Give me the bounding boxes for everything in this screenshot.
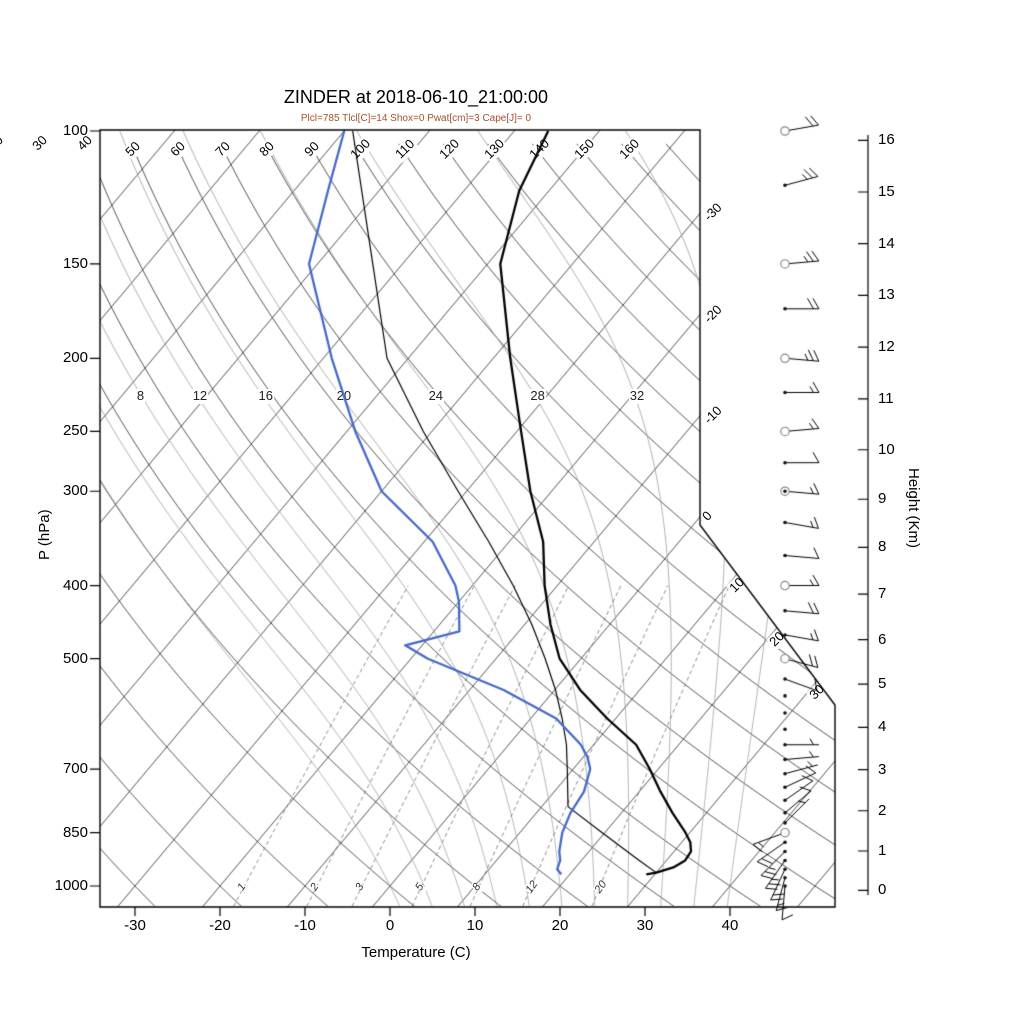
height-axis-title: Height (Km) [905,468,922,549]
height-tick-label: 14 [878,234,895,252]
height-tick-label: 6 [878,630,887,648]
pressure-tick-label: 850 [62,823,88,841]
temperature-tick-label: -30 [124,917,146,934]
temperature-axis-title: Temperature (C) [361,944,471,961]
chart-title: ZINDER at 2018-06-10_21:00:00 [283,87,549,107]
pressure-tick-label: 200 [62,349,88,367]
stability-indices: Plcl=785 Tlcl[C]=14 Shox=0 Pwat[cm]=3 Ca… [300,113,532,124]
pressure-tick-label: 300 [62,482,88,500]
pressure-tick-label: 250 [62,422,88,440]
pressure-axis-title: P (hPa) [36,509,53,560]
height-tick-label: 8 [878,538,887,556]
temperature-tick-label: 40 [721,917,739,934]
pressure-tick-label: 150 [62,254,88,272]
height-tick-label: 1 [878,841,887,859]
height-tick-label: 5 [878,675,887,693]
height-tick-label: 7 [878,585,887,603]
temperature-tick-label: 30 [636,917,654,934]
height-tick-label: 15 [878,182,895,200]
pressure-tick-label: 1000 [54,877,88,894]
temperature-tick-label: 0 [385,917,395,934]
height-tick-label: 4 [878,718,887,736]
pressure-tick-label: 100 [62,122,88,139]
height-tick-label: 11 [878,389,894,407]
pressure-tick-label: 700 [62,760,88,778]
height-tick-label: 9 [878,490,887,508]
height-tick-label: 13 [878,286,895,304]
temperature-tick-label: 10 [466,917,484,934]
temperature-tick-label: 20 [551,917,569,934]
height-tick-label: 12 [878,338,895,356]
temperature-tick-label: -20 [209,917,231,934]
pressure-tick-label: 400 [62,576,88,594]
temperature-tick-label: -10 [294,917,316,934]
pressure-tick-label: 500 [62,649,88,667]
height-tick-label: 0 [878,881,887,899]
height-tick-label: 3 [878,760,887,778]
height-tick-label: 16 [878,131,895,149]
height-tick-label: 2 [878,801,887,819]
height-tick-label: 10 [878,440,895,458]
